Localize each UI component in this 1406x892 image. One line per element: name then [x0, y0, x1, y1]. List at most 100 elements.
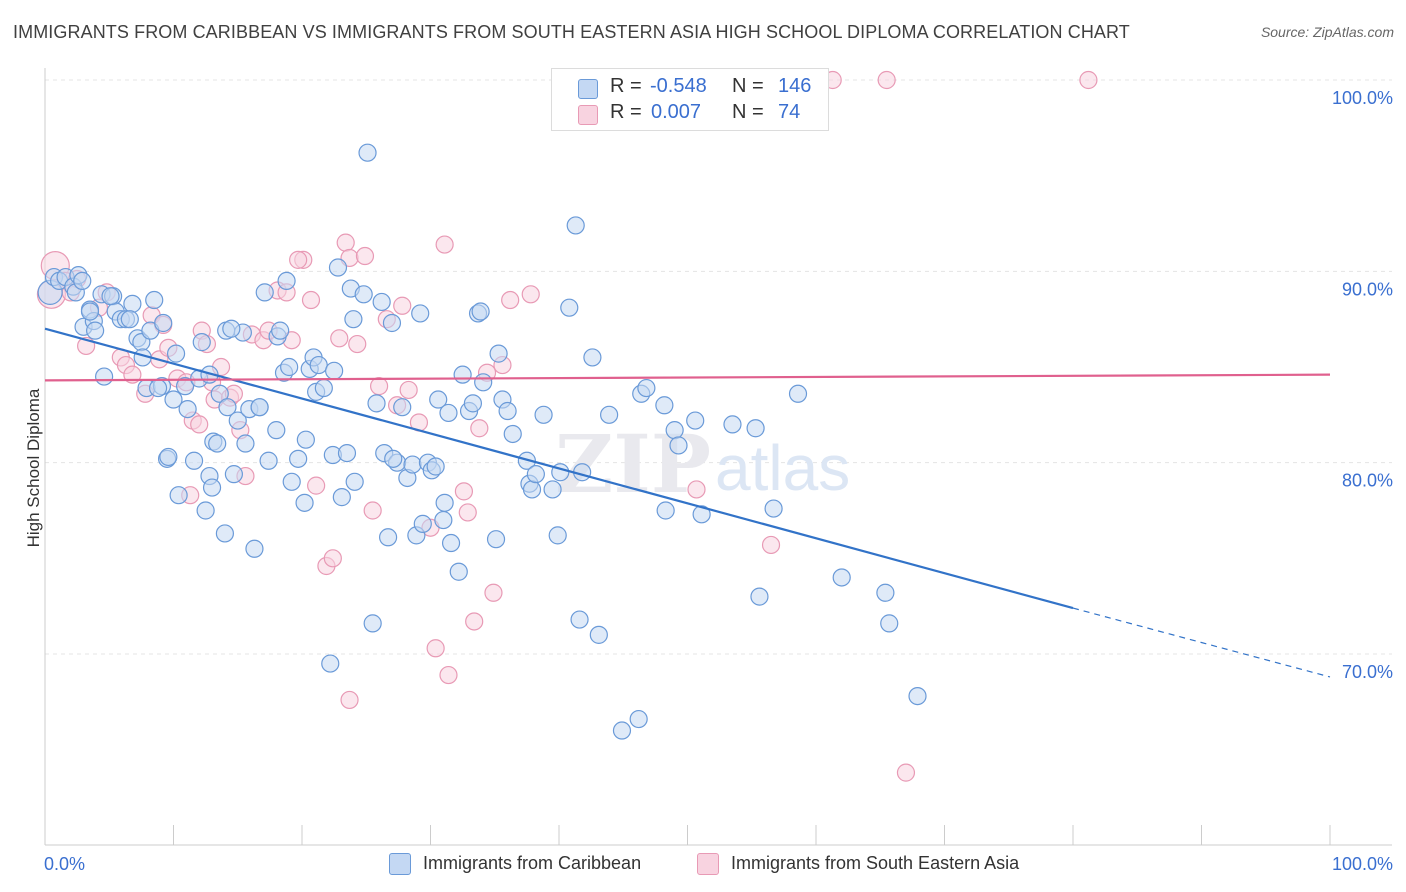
legend-item-sea[interactable]: Immigrants from South Eastern Asia	[697, 850, 1077, 878]
source-label: Source: ZipAtlas.com	[1260, 24, 1394, 40]
caribbean-point	[295, 493, 314, 512]
caribbean-point	[215, 524, 234, 543]
caribbean-point	[345, 472, 364, 491]
caribbean-point	[413, 514, 432, 533]
r-label: R =	[610, 101, 642, 123]
sea-point	[465, 612, 484, 631]
sea-point	[355, 246, 375, 266]
sea-point	[435, 235, 454, 254]
caribbean-point	[328, 258, 348, 277]
caribbean-point	[169, 486, 188, 505]
caribbean-point	[566, 216, 585, 235]
caribbean-point	[426, 457, 445, 476]
sea-point	[439, 665, 458, 685]
sea-point	[454, 482, 474, 501]
caribbean-point	[600, 405, 619, 424]
caribbean-trend-extension	[1072, 607, 1331, 678]
sea-point	[761, 535, 781, 555]
caribbean-point	[589, 625, 608, 644]
sea-point	[307, 476, 326, 495]
sea-point	[1079, 70, 1098, 90]
caribbean-point	[224, 465, 243, 484]
caribbean-trend-line	[44, 327, 1074, 610]
caribbean-point	[154, 313, 173, 333]
caribbean-point	[344, 310, 363, 329]
caribbean-point	[612, 721, 632, 740]
caribbean-point	[267, 421, 286, 440]
caribbean-point	[255, 283, 274, 302]
caribbean-point	[750, 587, 769, 606]
caribbean-point	[411, 304, 430, 323]
stats-swatch-caribbean	[578, 79, 598, 99]
caribbean-point	[245, 539, 264, 558]
sea-point	[363, 501, 382, 520]
caribbean-point	[321, 654, 340, 673]
stats-row-sea: R = 0.007 N = 74	[552, 101, 828, 127]
caribbean-point	[692, 505, 711, 524]
caribbean-point	[332, 488, 351, 507]
caribbean-point	[184, 451, 204, 470]
sea-point	[877, 70, 896, 90]
caribbean-point	[296, 430, 315, 449]
sea-point	[289, 250, 308, 269]
caribbean-point	[95, 367, 114, 386]
caribbean-point	[686, 411, 705, 430]
watermark-atlas: atlas	[715, 432, 850, 504]
watermark: ZIP atlas	[555, 417, 850, 511]
r-value-sea: 0.007	[651, 101, 702, 123]
sea-point	[323, 549, 342, 568]
caribbean-point	[280, 357, 299, 377]
caribbean-point	[435, 493, 454, 512]
caribbean-point	[378, 528, 398, 547]
caribbean-point	[101, 287, 120, 306]
caribbean-point	[382, 313, 402, 333]
sea-point	[501, 290, 520, 310]
stats-box: R = -0.548 N = 146 R = 0.007 N = 74	[551, 68, 829, 131]
caribbean-point	[325, 361, 344, 380]
caribbean-point	[259, 451, 278, 470]
sea-point	[190, 415, 209, 434]
n-value-caribbean: 146	[778, 75, 812, 97]
sea-point	[470, 419, 489, 438]
sea-point	[370, 377, 389, 396]
caribbean-point	[80, 302, 100, 321]
legend-swatch-caribbean	[389, 853, 411, 875]
sea-point	[301, 290, 321, 310]
caribbean-point	[526, 465, 545, 484]
n-label: N =	[732, 75, 764, 97]
caribbean-point	[548, 526, 567, 545]
stats-row-caribbean: R = -0.548 N = 146	[552, 75, 828, 101]
caribbean-point	[384, 449, 403, 468]
caribbean-point	[583, 348, 602, 367]
caribbean-point	[486, 530, 506, 549]
caribbean-point	[441, 533, 461, 553]
sea-point	[521, 285, 540, 304]
caribbean-point	[120, 310, 139, 329]
caribbean-point	[746, 419, 765, 438]
x-tick-label-max: 100.0%	[1332, 854, 1393, 874]
caribbean-point	[208, 434, 227, 453]
caribbean-point	[534, 405, 553, 424]
caribbean-point	[282, 472, 301, 491]
caribbean-point	[166, 344, 186, 363]
caribbean-point	[403, 455, 422, 474]
caribbean-point	[337, 444, 357, 463]
y-tick-label: 90.0%	[1342, 279, 1393, 299]
caribbean-point	[503, 424, 522, 444]
caribbean-point	[489, 344, 508, 363]
caribbean-point	[277, 271, 296, 290]
caribbean-point	[228, 411, 247, 430]
caribbean-point	[434, 510, 453, 530]
sea-point	[458, 503, 477, 522]
caribbean-point	[159, 447, 178, 467]
legend-item-caribbean[interactable]: Immigrants from Caribbean	[389, 850, 679, 878]
caribbean-point	[196, 501, 215, 520]
caribbean-point	[439, 403, 458, 423]
caribbean-point	[498, 401, 517, 421]
caribbean-point	[145, 290, 164, 310]
caribbean-point	[271, 321, 290, 340]
sea-point	[330, 329, 349, 348]
y-tick-label: 100.0%	[1332, 88, 1393, 108]
caribbean-point	[665, 421, 684, 440]
